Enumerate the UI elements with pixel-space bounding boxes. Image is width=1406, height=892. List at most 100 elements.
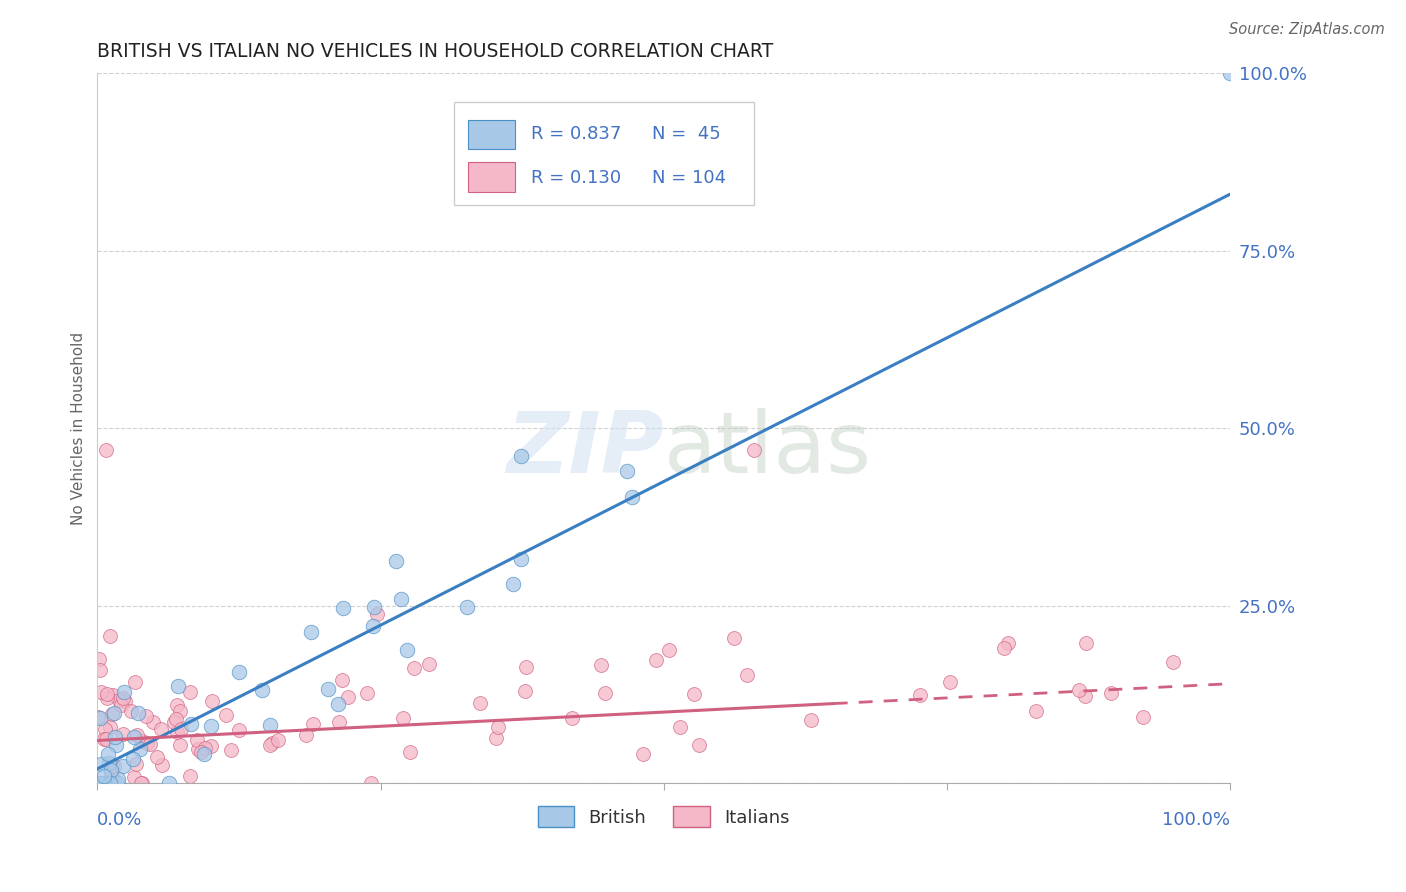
Point	[131, 776, 153, 790]
Text: atlas: atlas	[664, 408, 872, 491]
FancyBboxPatch shape	[468, 162, 516, 192]
Point	[120, 704, 142, 718]
Point	[111, 759, 134, 773]
Point	[98, 776, 121, 790]
Point	[89, 685, 111, 699]
Point	[96, 691, 118, 706]
Point	[259, 738, 281, 752]
Point	[669, 720, 692, 734]
Point	[366, 607, 388, 621]
Point	[486, 720, 509, 734]
Point	[200, 739, 222, 754]
Point	[110, 698, 132, 712]
Point	[418, 657, 440, 671]
Point	[1132, 710, 1154, 724]
Point	[200, 718, 222, 732]
Point	[179, 769, 201, 783]
Point	[97, 747, 120, 761]
Point	[93, 731, 115, 746]
Point	[509, 449, 531, 463]
Point	[93, 769, 115, 783]
Point	[89, 652, 111, 666]
Point	[124, 770, 146, 784]
Point	[94, 722, 117, 736]
Point	[735, 667, 758, 681]
Point	[135, 736, 157, 750]
Point	[121, 751, 143, 765]
Point	[87, 710, 110, 724]
Point	[723, 632, 745, 646]
Point	[510, 551, 533, 566]
Point	[328, 714, 350, 729]
Point	[157, 776, 180, 790]
Point	[219, 742, 242, 756]
Point	[98, 629, 121, 643]
Point	[330, 673, 353, 687]
Point	[100, 706, 122, 721]
Point	[103, 759, 125, 773]
Point	[104, 738, 127, 752]
Point	[103, 706, 125, 720]
Point	[332, 601, 354, 615]
Point	[163, 714, 186, 729]
Point	[170, 722, 193, 736]
Point	[114, 694, 136, 708]
Point	[744, 442, 766, 457]
Point	[688, 739, 710, 753]
Point	[129, 742, 152, 756]
Point	[360, 776, 382, 790]
Point	[363, 600, 385, 615]
Point	[215, 708, 238, 723]
Point	[1099, 686, 1122, 700]
Point	[616, 464, 638, 478]
Point	[591, 657, 613, 672]
Point	[150, 758, 173, 772]
Text: N = 104: N = 104	[652, 169, 727, 186]
Point	[1163, 655, 1185, 669]
Point	[620, 490, 643, 504]
Text: Source: ZipAtlas.com: Source: ZipAtlas.com	[1229, 22, 1385, 37]
Point	[179, 685, 201, 699]
Point	[939, 674, 962, 689]
Point	[200, 693, 222, 707]
Point	[398, 745, 420, 759]
Point	[112, 685, 135, 699]
Point	[363, 618, 385, 632]
Point	[101, 758, 124, 772]
Point	[125, 757, 148, 772]
Point	[228, 723, 250, 737]
Point	[658, 643, 681, 657]
Point	[356, 686, 378, 700]
Point	[295, 728, 318, 742]
Legend: British, Italians: British, Italians	[531, 799, 797, 834]
Text: 0.0%: 0.0%	[97, 812, 143, 830]
Point	[1074, 690, 1097, 704]
Point	[103, 688, 125, 702]
Point	[392, 711, 415, 725]
Point	[124, 674, 146, 689]
Point	[561, 711, 583, 725]
Point	[228, 665, 250, 680]
Point	[389, 591, 412, 606]
Point	[259, 718, 281, 732]
Point	[122, 730, 145, 744]
Point	[107, 776, 129, 790]
Point	[180, 716, 202, 731]
Point	[169, 704, 191, 718]
Point	[149, 722, 172, 736]
Point	[139, 737, 162, 751]
Point	[103, 773, 125, 788]
Point	[107, 772, 129, 787]
Point	[456, 599, 478, 614]
Point	[89, 757, 111, 772]
Point	[107, 693, 129, 707]
Point	[131, 733, 153, 747]
Point	[96, 731, 118, 746]
Point	[89, 711, 111, 725]
Point	[470, 696, 492, 710]
Point	[267, 732, 290, 747]
Point	[260, 736, 283, 750]
Point	[1076, 635, 1098, 649]
Point	[683, 687, 706, 701]
Point	[89, 663, 111, 677]
